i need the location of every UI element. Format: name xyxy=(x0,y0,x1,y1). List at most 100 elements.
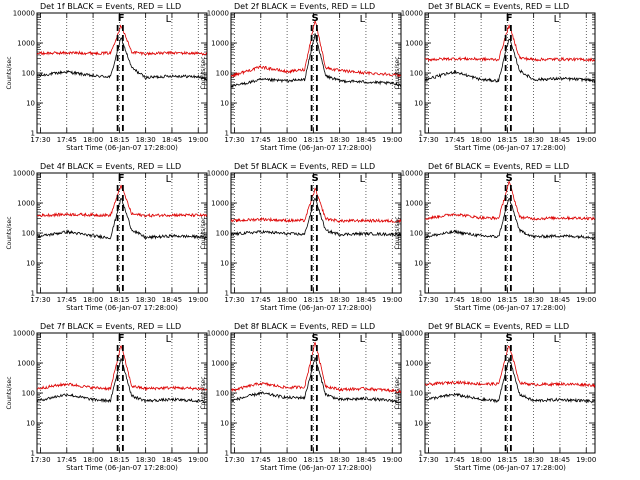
x-tick-label: 17:30 xyxy=(30,456,50,464)
x-tick-label: 18:30 xyxy=(136,136,156,144)
y-tick-label: 1000 xyxy=(405,40,423,48)
x-tick-label: 18:30 xyxy=(136,296,156,304)
y-tick-label: 100 xyxy=(410,230,423,238)
x-axis-label: Start Time (06-Jan-07 17:28:00) xyxy=(260,464,372,472)
corner-mark-glyph: L xyxy=(166,174,172,185)
x-tick-label: 18:45 xyxy=(550,136,570,144)
x-tick-label: 17:45 xyxy=(445,456,465,464)
x-tick-label: 17:30 xyxy=(224,456,244,464)
series-events-line xyxy=(425,38,595,84)
y-tick-label: 10000 xyxy=(401,330,423,338)
x-tick-label: 19:00 xyxy=(188,456,208,464)
y-axis-label: Counts/sec xyxy=(6,216,13,249)
panel-title: Det 5f BLACK = Events, RED = LLD xyxy=(234,162,375,171)
y-tick-label: 100 xyxy=(22,390,35,398)
panel-title: Det 7f BLACK = Events, RED = LLD xyxy=(40,322,181,331)
x-tick-label: 18:45 xyxy=(162,456,182,464)
detector-panel-2: Det 2f BLACK = Events, RED = LLD 1 10 100 10… xyxy=(200,2,402,152)
flare-flag-glyph: S xyxy=(312,173,319,184)
x-tick-label: 17:30 xyxy=(418,136,438,144)
y-tick-label: 1000 xyxy=(211,360,229,368)
y-axis-label: Counts/sec xyxy=(200,56,207,89)
y-tick-label: 1000 xyxy=(17,200,35,208)
series-lld-line xyxy=(425,345,595,388)
y-tick-label: 1 xyxy=(419,450,423,458)
x-axis-label: Start Time (06-Jan-07 17:28:00) xyxy=(66,464,178,472)
y-axis-label: Counts/sec xyxy=(6,56,13,89)
y-tick-label: 10 xyxy=(26,100,35,108)
y-axis-label: Counts/sec xyxy=(394,56,401,89)
series-events-line xyxy=(231,197,401,237)
x-tick-label: 19:00 xyxy=(188,136,208,144)
x-tick-label: 18:15 xyxy=(109,296,129,304)
y-tick-label: 10000 xyxy=(207,330,229,338)
detector-panel-6: Det 6f BLACK = Events, RED = LLD 1 10 100 10… xyxy=(394,162,596,312)
corner-mark-glyph: L xyxy=(554,174,560,185)
corner-mark-glyph: L xyxy=(166,14,172,25)
x-tick-label: 18:15 xyxy=(497,136,517,144)
corner-mark-glyph: L xyxy=(554,334,560,345)
y-tick-label: 1 xyxy=(419,130,423,138)
y-tick-label: 10000 xyxy=(401,10,423,18)
x-axis-label: Start Time (06-Jan-07 17:28:00) xyxy=(260,144,372,152)
x-tick-label: 18:15 xyxy=(303,136,323,144)
x-tick-label: 18:30 xyxy=(330,136,350,144)
x-axis-label: Start Time (06-Jan-07 17:28:00) xyxy=(454,144,566,152)
y-tick-label: 10000 xyxy=(207,10,229,18)
y-tick-label: 10 xyxy=(414,260,423,268)
panel-title: Det 4f BLACK = Events, RED = LLD xyxy=(40,162,181,171)
flare-flag-glyph: S xyxy=(312,333,319,344)
x-tick-label: 17:30 xyxy=(418,456,438,464)
x-tick-label: 18:15 xyxy=(109,456,129,464)
y-tick-label: 10 xyxy=(220,260,229,268)
x-tick-label: 17:45 xyxy=(57,296,77,304)
x-tick-label: 19:00 xyxy=(576,136,596,144)
y-tick-label: 10000 xyxy=(13,170,35,178)
y-tick-label: 10 xyxy=(414,420,423,428)
detector-panel-3: Det 3f BLACK = Events, RED = LLD 1 10 100 10… xyxy=(394,2,596,152)
y-tick-label: 10 xyxy=(220,420,229,428)
y-tick-label: 10000 xyxy=(401,170,423,178)
x-tick-label: 19:00 xyxy=(576,456,596,464)
detector-panel-4: Det 4f BLACK = Events, RED = LLD 1 10 100 10… xyxy=(6,162,208,312)
x-tick-label: 17:45 xyxy=(251,296,271,304)
y-axis-label: Counts/sec xyxy=(6,376,13,409)
x-tick-label: 19:00 xyxy=(382,296,402,304)
x-tick-label: 18:00 xyxy=(277,296,297,304)
y-axis-label: Counts/sec xyxy=(394,216,401,249)
x-tick-label: 18:00 xyxy=(83,136,103,144)
detector-panel-9: Det 9f BLACK = Events, RED = LLD 1 10 100 10… xyxy=(394,322,596,472)
x-tick-label: 18:30 xyxy=(136,456,156,464)
x-tick-label: 18:00 xyxy=(471,456,491,464)
series-events-line xyxy=(37,357,207,404)
y-tick-label: 1 xyxy=(31,130,35,138)
x-tick-label: 18:30 xyxy=(524,296,544,304)
x-tick-label: 18:15 xyxy=(303,456,323,464)
panel-title: Det 1f BLACK = Events, RED = LLD xyxy=(40,2,181,11)
detector-panel-5: Det 5f BLACK = Events, RED = LLD 1 10 100 10… xyxy=(200,162,402,312)
x-tick-label: 18:00 xyxy=(471,296,491,304)
y-tick-label: 10000 xyxy=(13,330,35,338)
series-events-line xyxy=(231,357,401,404)
y-tick-label: 100 xyxy=(216,230,229,238)
series-events-line xyxy=(37,37,207,82)
x-tick-label: 17:45 xyxy=(57,456,77,464)
x-tick-label: 18:45 xyxy=(162,296,182,304)
y-tick-label: 1 xyxy=(225,450,229,458)
x-tick-label: 17:45 xyxy=(445,136,465,144)
y-tick-label: 100 xyxy=(410,70,423,78)
series-lld-line xyxy=(231,187,401,224)
x-tick-label: 18:30 xyxy=(524,136,544,144)
series-lld-line xyxy=(425,179,595,221)
x-tick-label: 18:45 xyxy=(356,456,376,464)
y-tick-label: 1000 xyxy=(405,360,423,368)
x-tick-label: 18:45 xyxy=(356,296,376,304)
x-tick-label: 18:00 xyxy=(83,456,103,464)
x-tick-label: 18:30 xyxy=(330,456,350,464)
detector-panel-7: Det 7f BLACK = Events, RED = LLD 1 10 100 10… xyxy=(6,322,208,472)
series-lld-line xyxy=(37,24,207,57)
x-tick-label: 18:30 xyxy=(330,296,350,304)
y-tick-label: 1000 xyxy=(405,200,423,208)
x-axis-label: Start Time (06-Jan-07 17:28:00) xyxy=(66,144,178,152)
flare-flag-glyph: F xyxy=(118,333,125,344)
